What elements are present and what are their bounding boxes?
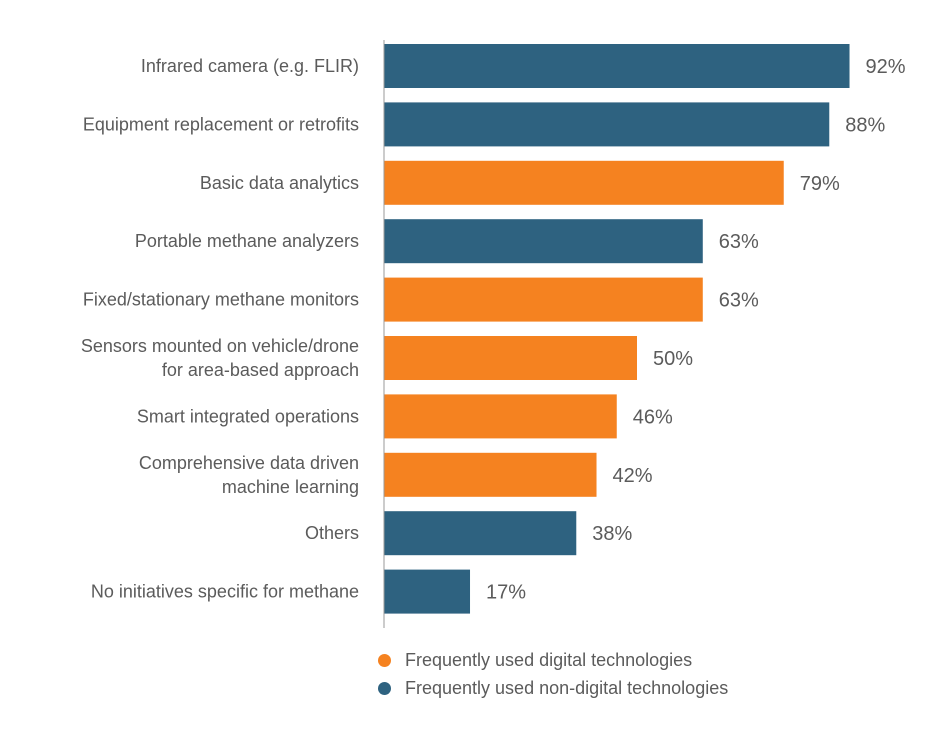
- category-label-2: Equipment replacement or retrofits: [83, 114, 359, 134]
- category-label-6: Sensors mounted on vehicle/drone for area…: [81, 336, 359, 380]
- bar-3: [384, 160, 784, 205]
- value-label-2: 88%: [845, 114, 885, 136]
- category-label-5: Fixed/stationary methane monitors: [83, 290, 359, 310]
- value-label-10: 17%: [486, 582, 526, 604]
- bar-10: [384, 569, 471, 614]
- bar-5: [384, 277, 703, 322]
- category-label-1: Infrared camera (e.g. FLIR): [141, 56, 359, 76]
- legend-item-non-digital: Frequently used non-digital technologies: [378, 674, 728, 702]
- bar-4: [384, 219, 703, 264]
- chart-legend: Frequently used digital technologies Fre…: [378, 646, 728, 702]
- bar-6: [384, 336, 637, 380]
- bar-8: [384, 452, 597, 497]
- legend-label-non-digital: Frequently used non-digital technologies: [405, 677, 729, 698]
- value-label-8: 42%: [613, 465, 653, 487]
- bar-2: [384, 102, 830, 147]
- category-label-4: Portable methane analyzers: [135, 231, 359, 251]
- value-label-9: 38%: [592, 523, 632, 545]
- value-label-6: 50%: [653, 348, 693, 370]
- category-label-10: No initiatives specific for methane: [91, 582, 359, 602]
- legend-item-digital: Frequently used digital technologies: [378, 646, 728, 674]
- value-label-4: 63%: [719, 231, 759, 253]
- bar-chart: 92% Infrared camera (e.g. FLIR) 88% Equipme…: [81, 40, 906, 628]
- legend-swatch-non-digital: [378, 681, 391, 695]
- value-label-5: 63%: [719, 290, 759, 312]
- category-label-7: Smart integrated operations: [137, 406, 359, 426]
- category-label-3: Basic data analytics: [200, 173, 359, 193]
- bar-7: [384, 394, 617, 439]
- legend-label-digital: Frequently used digital technologies: [405, 649, 693, 670]
- bar-1: [384, 44, 850, 88]
- category-label-8: Comprehensive data driven machine learnin…: [139, 453, 359, 497]
- bar-9: [384, 511, 577, 556]
- value-label-3: 79%: [800, 173, 840, 195]
- category-label-9: Others: [305, 523, 359, 543]
- value-label-7: 46%: [633, 406, 673, 428]
- value-label-1: 92%: [866, 56, 906, 78]
- legend-swatch-digital: [378, 653, 391, 667]
